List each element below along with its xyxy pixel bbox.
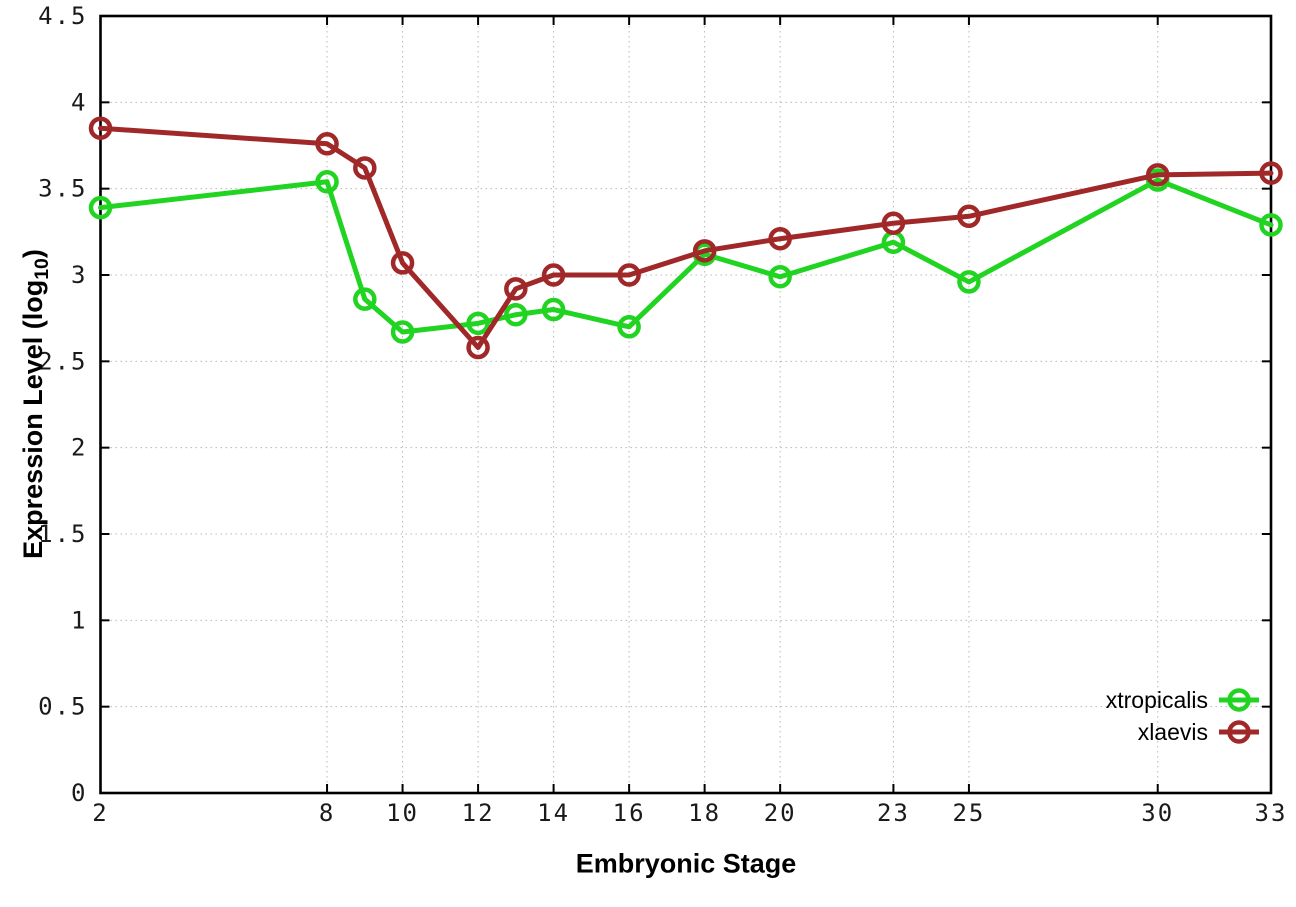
y-tick-label: 2 xyxy=(71,434,87,462)
y-tick-label: 3 xyxy=(71,261,87,289)
data-point-xlaevis xyxy=(88,116,113,140)
x-tick-label: 30 xyxy=(1141,799,1174,827)
data-point-xlaevis xyxy=(617,263,641,287)
data-point-xlaevis xyxy=(1145,163,1170,187)
data-point-xlaevis xyxy=(692,239,717,263)
y-axis-title-subscript: 10 xyxy=(31,258,54,280)
legend-entry-xtropicalis: xtropicalis xyxy=(1106,685,1262,715)
y-tick-label: 0.5 xyxy=(38,693,87,721)
data-point-xlaevis xyxy=(466,335,490,360)
data-point-xtropicalis xyxy=(390,320,415,344)
x-tick-label: 8 xyxy=(319,799,335,827)
x-tick-label: 12 xyxy=(462,799,495,827)
data-point-xlaevis xyxy=(957,204,981,229)
y-tick-label: 1 xyxy=(71,606,87,634)
x-tick-label: 20 xyxy=(764,799,797,827)
legend-entry-xlaevis: xlaevis xyxy=(1106,717,1262,747)
plot-border xyxy=(99,14,1273,795)
x-tick-label: 18 xyxy=(688,799,721,827)
data-point-xtropicalis xyxy=(504,302,528,327)
data-point-xlaevis xyxy=(315,132,339,156)
x-tick-label: 14 xyxy=(537,799,570,827)
data-point-xlaevis xyxy=(768,226,792,251)
data-point-xlaevis xyxy=(390,251,415,275)
x-tick-label: 25 xyxy=(952,799,985,827)
legend-marker-icon xyxy=(1219,688,1259,712)
legend-marker-icon xyxy=(1219,720,1259,744)
y-tick-label: 2.5 xyxy=(38,347,87,375)
y-axis-title-text: Expression Level (log xyxy=(17,279,48,559)
data-point-xtropicalis xyxy=(768,264,792,289)
y-tick-label: 4.5 xyxy=(38,2,87,30)
x-tick-label: 33 xyxy=(1255,799,1288,827)
data-point-xlaevis xyxy=(504,277,528,301)
data-point-xtropicalis xyxy=(466,311,490,336)
y-axis-title: Expression Level (log10) xyxy=(18,249,54,559)
data-point-xtropicalis xyxy=(315,170,339,194)
data-point-xtropicalis xyxy=(353,287,377,311)
data-point-xlaevis xyxy=(881,211,906,235)
data-point-xtropicalis xyxy=(541,297,566,322)
x-tick-label: 16 xyxy=(613,799,646,827)
x-tick-label: 10 xyxy=(386,799,419,827)
data-point-xtropicalis xyxy=(617,315,641,339)
data-point-xlaevis xyxy=(1259,161,1283,185)
legend-label-xlaevis: xlaevis xyxy=(1137,718,1208,745)
y-tick-label: 1.5 xyxy=(38,520,87,548)
data-point-xlaevis xyxy=(353,156,377,180)
data-point-xtropicalis xyxy=(1259,213,1283,237)
y-tick-label: 0 xyxy=(71,779,87,807)
y-tick-label: 3.5 xyxy=(38,175,87,203)
series-line-xlaevis xyxy=(98,125,1274,351)
data-point-xtropicalis xyxy=(88,195,113,220)
x-tick-label: 2 xyxy=(92,799,108,827)
legend: xtropicalis xlaevis xyxy=(1106,685,1262,747)
y-axis-title-close: ) xyxy=(17,249,48,259)
legend-label-xtropicalis: xtropicalis xyxy=(1105,686,1208,713)
x-tick-label: 23 xyxy=(877,799,910,827)
data-point-xtropicalis xyxy=(957,270,981,294)
y-tick-label: 4 xyxy=(71,88,87,116)
data-point-xlaevis xyxy=(541,263,566,287)
x-axis-title: Embryonic Stage xyxy=(575,848,797,879)
